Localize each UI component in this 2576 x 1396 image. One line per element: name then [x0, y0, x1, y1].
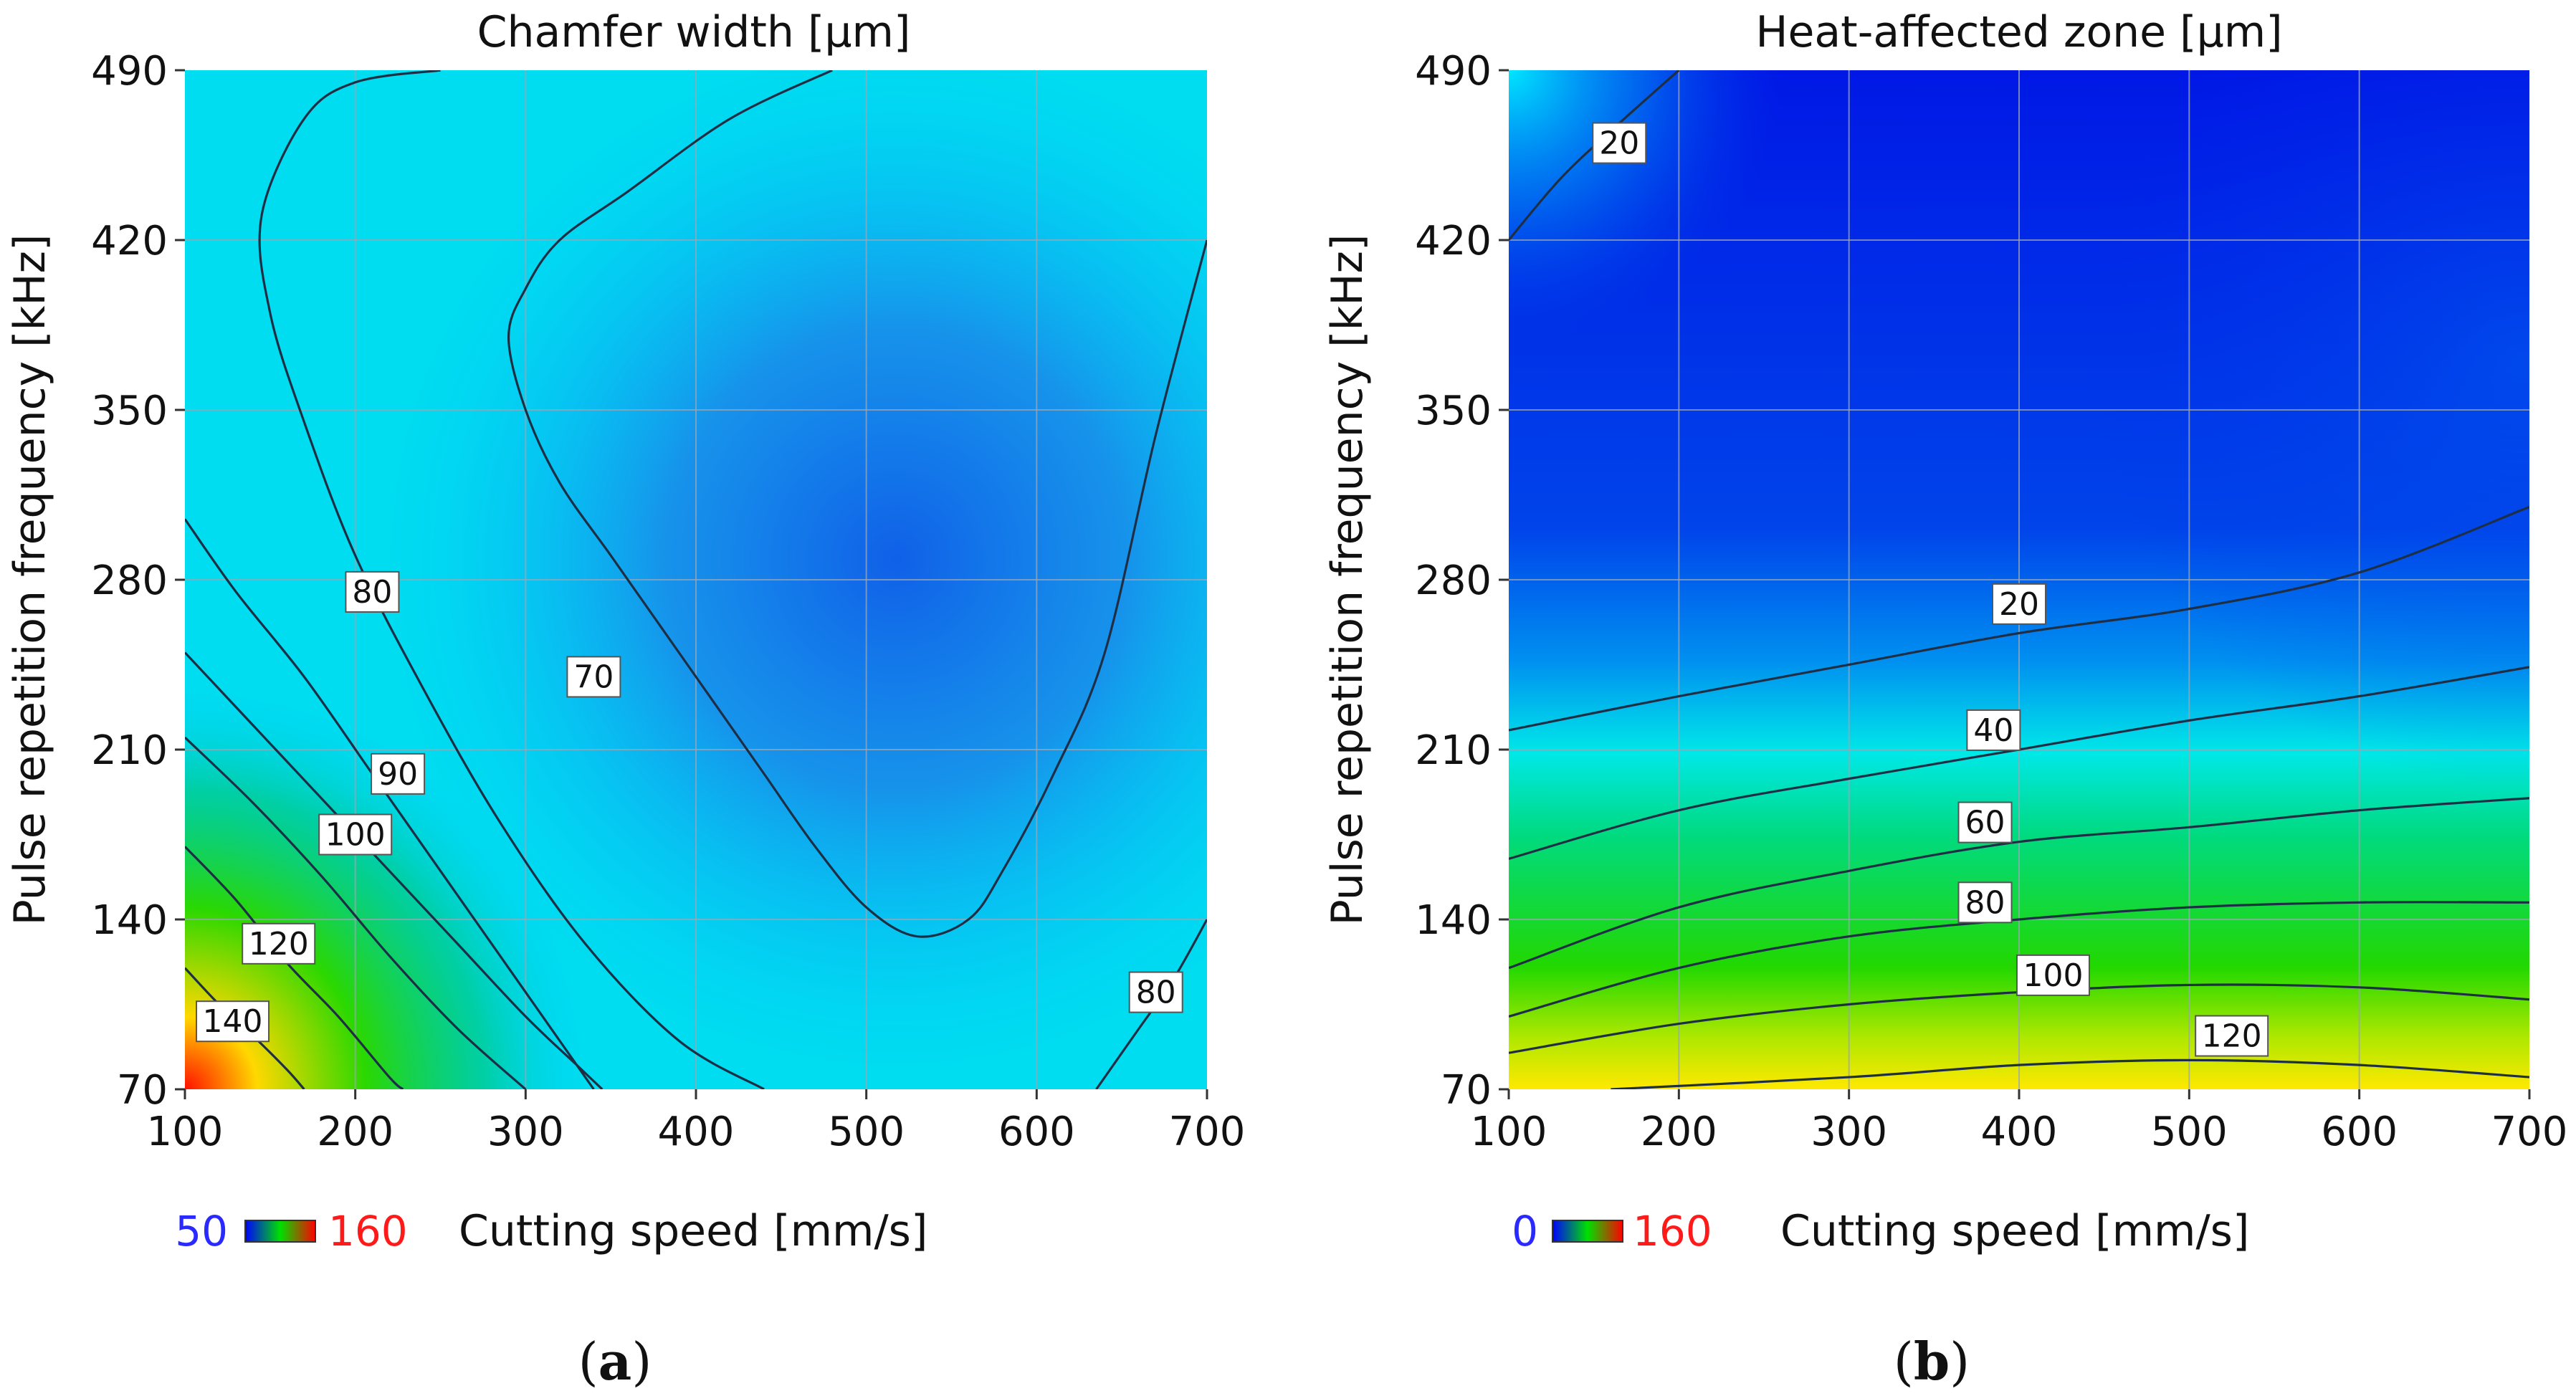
panel-a-contour-label-120-6: 120	[249, 926, 309, 962]
panel-b-contour-label-box-120-6	[2195, 1015, 2269, 1057]
panel-a-contour-label-box-120-6	[242, 922, 316, 965]
panel-b-color-legend: 0 160	[1512, 1207, 1712, 1256]
panel-b-ytick-490: 490	[1415, 48, 1492, 95]
panel-b-title: Heat-affected zone [µm]	[1755, 7, 2282, 57]
panel-b-contour-120-6	[1611, 1058, 2529, 1089]
panel-a-ytick-420: 420	[91, 218, 168, 264]
panel-a-legend-min: 50	[175, 1207, 228, 1256]
panel-b-ytick-420: 420	[1415, 218, 1492, 264]
panel-a-contour-80-3	[185, 518, 595, 1089]
panel-b-contour-60-3	[1509, 797, 2529, 970]
panel-a-ytick-280: 280	[91, 558, 168, 604]
panel-b-ytick-350: 350	[1415, 388, 1492, 434]
panel-a-grid	[185, 70, 1207, 1089]
panel-b-contour-label-40-2: 40	[1973, 712, 2013, 749]
panel-b-contour-label-20-1: 20	[1999, 586, 2039, 623]
panel-a-xtick-600: 600	[998, 1109, 1075, 1155]
panel-b-contour-label-60-3: 60	[1965, 805, 2005, 841]
panel-b-ylabel: Pulse repetition frequency [kHz]	[1322, 234, 1373, 926]
panel-a-contour-label-box-80-2	[1128, 971, 1183, 1013]
panel-b: Heat-affected zone [µm] 20 20 40 60 80 100 120…	[1322, 7, 2567, 1392]
panel-b-legend-min: 0	[1512, 1207, 1538, 1256]
panel-b-xtick-100: 100	[1471, 1109, 1547, 1155]
panel-a-contour-labels: 70 80 80 90 100 120 140	[196, 570, 1183, 1043]
panel-a-ylabel: Pulse repetition frequency [kHz]	[5, 234, 55, 926]
panel-a-ytick-490: 490	[91, 48, 168, 95]
panel-a-contour-120-6	[185, 846, 404, 1089]
panel-a-xtick-400: 400	[658, 1109, 735, 1155]
panel-a-contour-70-0	[507, 70, 1207, 938]
panel-a-ticks: 100 200 300 400 500 600 700 70 140 210 280 350 420 49…	[91, 48, 1245, 1155]
panel-a-ytick-350: 350	[91, 388, 168, 434]
panel-a-legend-max: 160	[328, 1207, 408, 1256]
panel-b-xtick-200: 200	[1641, 1109, 1717, 1155]
panel-b-contour-label-box-40-2	[1966, 709, 2021, 751]
panel-a-xtick-200: 200	[317, 1109, 393, 1155]
panel-a-title: Chamfer width [µm]	[477, 7, 911, 57]
panel-a-contour-label-140-7: 140	[203, 1003, 263, 1040]
panel-b-xtick-600: 600	[2321, 1109, 2398, 1155]
panel-a-contour-label-box-70-0	[566, 656, 621, 698]
panel-b-contour-labels: 20 20 40 60 80 100 120	[1592, 122, 2269, 1057]
panel-b-caption: (b)	[1894, 1331, 1970, 1392]
panel-a-xtick-100: 100	[147, 1109, 224, 1155]
panel-a-contour-90-4	[185, 651, 604, 1089]
panel-b-contour-label-20-0: 20	[1599, 125, 1639, 162]
panel-a-contours	[185, 70, 1207, 1089]
panel-a-xtick-500: 500	[828, 1109, 905, 1155]
panel-b-ytick-70: 70	[1441, 1067, 1492, 1114]
panel-b-xlabel: Cutting speed [mm/s]	[1780, 1206, 2249, 1256]
panel-b-contour-20-0	[1509, 70, 1680, 242]
panel-b-xtick-500: 500	[2151, 1109, 2228, 1155]
panel-b-xtick-700: 700	[2491, 1109, 2568, 1155]
panel-a-contour-label-80-1: 80	[352, 574, 392, 611]
panel-a-contour-label-80-2: 80	[1136, 975, 1176, 1011]
panel-b-xtick-300: 300	[1811, 1109, 1887, 1155]
panel-a-xtick-700: 700	[1169, 1109, 1246, 1155]
panel-b-contour-20-1	[1509, 505, 2529, 732]
panel-a-xlabel: Cutting speed [mm/s]	[459, 1206, 927, 1256]
panel-a-contour-label-70-0: 70	[573, 659, 614, 695]
panel-a-contour-label-100-5: 100	[325, 817, 386, 854]
panel-b-ytick-210: 210	[1415, 727, 1492, 774]
panel-b-contour-label-box-20-0	[1592, 122, 1647, 164]
panel-b-contour-label-box-100-5	[2016, 954, 2090, 996]
panel-b-contour-label-80-4: 80	[1965, 884, 2005, 921]
panel-b-xtick-400: 400	[1981, 1109, 2058, 1155]
panel-a-contour-label-90-4: 90	[378, 756, 418, 793]
panel-b-ticks: 100 200 300 400 500 600 700 70 140 210 280 350 420 49…	[1415, 48, 2567, 1155]
panel-b-legend-bar	[1552, 1220, 1623, 1243]
panel-a-ytick-140: 140	[91, 897, 168, 944]
panel-a-caption: (a)	[578, 1331, 652, 1392]
panel-b-contour-label-box-80-4	[1957, 881, 2013, 924]
panel-a-color-legend: 50 160	[175, 1207, 408, 1256]
panel-b-contour-label-box-20-1	[1992, 583, 2046, 625]
panel-b-contour-label-box-60-3	[1957, 801, 2013, 843]
panel-a-contour-80-1	[258, 70, 765, 1089]
panel-a-ytick-210: 210	[91, 727, 168, 774]
panel-a-contour-label-box-140-7	[196, 1000, 270, 1043]
panel-a-contour-100-5	[185, 736, 527, 1089]
panel-b-contour-label-120-6: 120	[2202, 1018, 2262, 1055]
panel-a: Chamfer width [µm] 70 80 80 90 100 120 140 100…	[5, 7, 1245, 1392]
panel-a-contour-label-box-90-4	[371, 752, 426, 795]
panel-a-contour-label-box-100-5	[318, 813, 393, 856]
panel-a-ytick-70: 70	[117, 1067, 168, 1114]
panel-b-legend-max: 160	[1633, 1207, 1712, 1256]
panel-a-contour-label-box-80-1	[345, 570, 400, 613]
panel-b-ytick-140: 140	[1415, 897, 1492, 944]
panel-a-xtick-300: 300	[487, 1109, 564, 1155]
panel-b-contour-label-100-5: 100	[2023, 957, 2083, 994]
panel-a-legend-bar	[244, 1220, 316, 1243]
panel-b-ytick-280: 280	[1415, 558, 1492, 604]
panel-b-contour-80-4	[1509, 901, 2529, 1018]
